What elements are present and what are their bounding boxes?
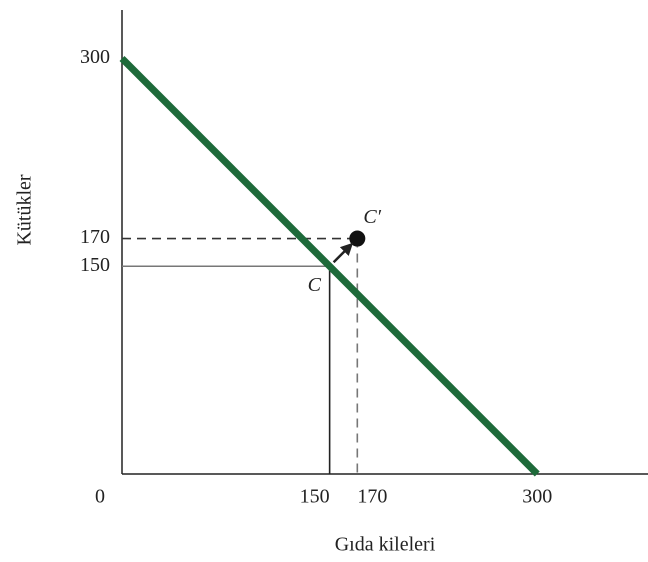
- x-tick-label: 0: [95, 486, 105, 508]
- x-axis-label: Gıda kileleri: [335, 534, 436, 556]
- y-tick-label: 170: [80, 226, 110, 248]
- x-tick-label: 150: [300, 486, 330, 508]
- y-tick-label: 150: [80, 254, 110, 276]
- shift-arrow: [332, 242, 354, 264]
- point-label: C: [308, 274, 322, 296]
- budget-line: [119, 56, 540, 477]
- point: [349, 230, 366, 247]
- y-axis-label: Kütükler: [14, 174, 36, 245]
- x-tick-label: 170: [357, 486, 387, 508]
- x-tick-label: 300: [522, 486, 552, 508]
- y-tick-label: 300: [80, 46, 110, 68]
- point-label: C′: [363, 206, 381, 228]
